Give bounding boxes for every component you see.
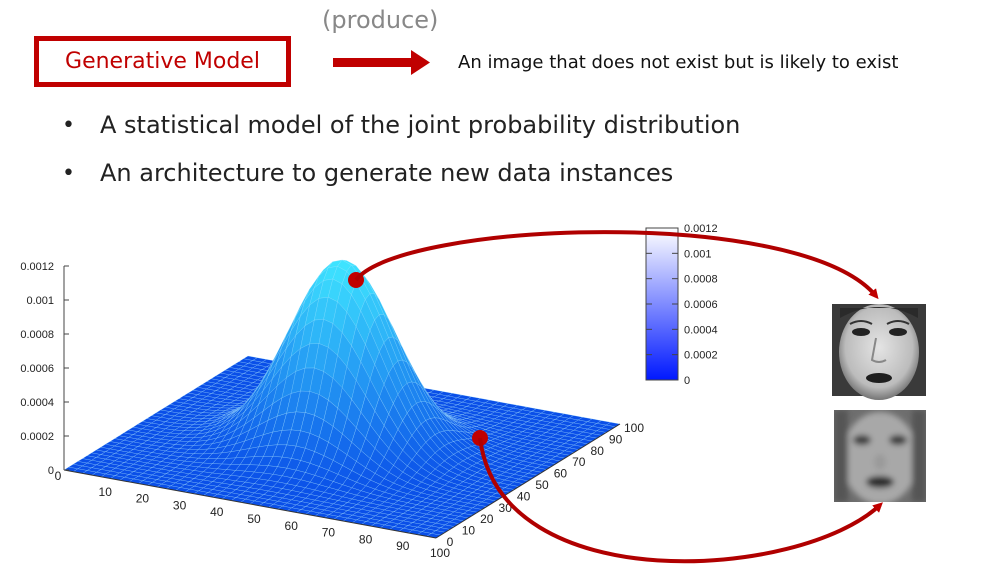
colorbar-tick-label: 0.0002 (684, 350, 718, 362)
x-tick-label: 30 (173, 498, 187, 512)
y-tick-label: 80 (591, 444, 605, 458)
bullet-dot: • (62, 112, 75, 138)
generative-model-box: Generative Model (34, 36, 291, 87)
arrow-to-blurry-face (478, 437, 883, 564)
y-tick-label: 90 (609, 432, 623, 446)
base-axes (63, 423, 621, 539)
colorbar-tick-label: 0.0008 (684, 274, 718, 286)
colorbar: 0 0.0002 0.0004 0.0006 0.0008 0.001 0.0012 (645, 223, 718, 387)
x-tick-label: 60 (285, 519, 299, 533)
y-tick-label: 20 (480, 512, 494, 526)
y-tick-label: 0 (447, 535, 454, 549)
arrow-to-sharp-face (354, 230, 879, 300)
z-tick-label: 0.0012 (20, 261, 54, 273)
colorbar-tick-label: 0.001 (684, 248, 712, 260)
colorbar-tick-label: 0.0006 (684, 299, 718, 311)
output-description: An image that does not exist but is like… (458, 52, 899, 73)
colorbar-tick-label: 0.0004 (684, 324, 718, 336)
bullet-dot: • (62, 160, 75, 186)
z-tick-label: 0.0002 (20, 431, 54, 443)
x-tick-label: 100 (430, 546, 450, 560)
colorbar-tick-label: 0.0012 (684, 223, 718, 235)
z-tick-label: 0.0006 (20, 363, 54, 375)
probability-surface (63, 259, 621, 539)
generative-model-label: Generative Model (65, 49, 260, 74)
produce-arrow (333, 50, 430, 75)
y-tick-label: 60 (554, 467, 568, 481)
colorbar-tick-label: 0 (684, 375, 690, 387)
z-tick-label: 0.0004 (20, 397, 54, 409)
y-tick-label: 70 (572, 455, 586, 469)
z-tick-label: 0.001 (26, 295, 54, 307)
origin-tick-label: 0 (55, 469, 62, 483)
x-tick-label: 50 (247, 512, 261, 526)
x-tick-label: 40 (210, 505, 224, 519)
x-tick-label: 10 (99, 485, 113, 499)
sharp-face-image (832, 304, 926, 400)
x-tick-label: 80 (359, 532, 373, 546)
y-tick-label: 40 (517, 489, 531, 503)
y-tick-label: 10 (462, 524, 476, 538)
bullet-item: • A statistical model of the joint proba… (62, 111, 740, 139)
axis-tick-labels: 0 0.0002 0.0004 0.0006 0.0008 0.001 0.0012 10 20… (20, 261, 644, 560)
bullet-text: An architecture to generate new data ins… (100, 159, 674, 187)
bullet-item: • An architecture to generate new data i… (62, 159, 673, 187)
x-tick-label: 20 (136, 492, 150, 506)
blurry-face-image (834, 410, 926, 502)
y-tick-label: 50 (535, 478, 549, 492)
z-tick-label: 0 (48, 465, 54, 477)
z-tick-label: 0.0008 (20, 329, 54, 341)
bullet-text: A statistical model of the joint probabi… (100, 111, 741, 139)
x-tick-label: 90 (396, 539, 410, 553)
x-tick-label: 70 (322, 526, 336, 540)
y-tick-label: 100 (624, 421, 644, 435)
produce-label: (produce) (322, 6, 439, 34)
